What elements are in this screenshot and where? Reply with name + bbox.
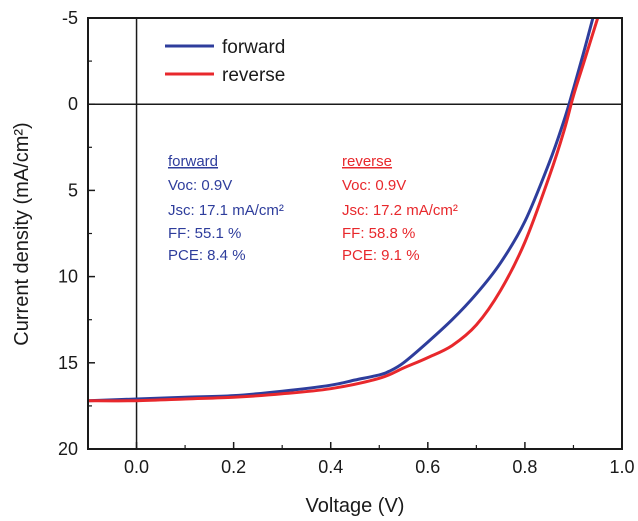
y-tick-label: 0 <box>68 94 78 114</box>
axis-ticks: 0.0 0.2 0.4 0.6 0.8 1.0 -5 0 5 10 15 20 <box>58 8 635 477</box>
annotation-reverse-voc: Voc: 0.9V <box>342 177 406 194</box>
annotation-forward-title: forward <box>168 153 218 170</box>
reference-lines <box>88 18 622 449</box>
annotation-forward-pce: PCE: 8.4 % <box>168 247 246 264</box>
x-tick-label: 0.4 <box>318 457 343 477</box>
x-axis-title: Voltage (V) <box>306 495 405 517</box>
y-tick-label: 5 <box>68 180 78 200</box>
annotation-forward-voc: Voc: 0.9V <box>168 177 232 194</box>
annotation-reverse-ff: FF: 58.8 % <box>342 225 415 242</box>
x-tick-label: 1.0 <box>609 457 634 477</box>
legend: forward reverse <box>165 37 285 86</box>
y-tick-label: 15 <box>58 353 78 373</box>
legend-label-reverse: reverse <box>222 65 285 86</box>
y-tick-label: 20 <box>58 439 78 459</box>
y-tick-label: 10 <box>58 267 78 287</box>
x-tick-label: 0.6 <box>415 457 440 477</box>
x-tick-label: 0.2 <box>221 457 246 477</box>
annotation-forward-ff: FF: 55.1 % <box>168 225 241 242</box>
annotation-reverse-jsc: Jsc: 17.2 mA/cm² <box>342 202 458 219</box>
annotation-forward-jsc: Jsc: 17.1 mA/cm² <box>168 202 284 219</box>
legend-label-forward: forward <box>222 37 285 58</box>
y-tick-label: -5 <box>62 8 78 28</box>
series-line-forward <box>88 18 595 403</box>
series-lines <box>88 18 600 403</box>
x-tick-label: 0.8 <box>512 457 537 477</box>
series-line-reverse <box>88 18 600 403</box>
annotation-reverse-title: reverse <box>342 153 392 170</box>
annotation-reverse: reverse Voc: 0.9V Jsc: 17.2 mA/cm² FF: 5… <box>342 153 458 264</box>
y-axis-title: Current density (mA/cm²) <box>11 122 33 345</box>
annotation-forward: forward Voc: 0.9V Jsc: 17.1 mA/cm² FF: 5… <box>168 153 284 264</box>
annotation-reverse-pce: PCE: 9.1 % <box>342 247 420 264</box>
x-tick-label: 0.0 <box>124 457 149 477</box>
